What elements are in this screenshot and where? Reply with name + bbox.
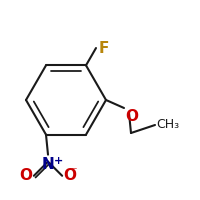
Text: O: O xyxy=(125,109,138,124)
Text: ⁻: ⁻ xyxy=(70,166,76,179)
Text: O: O xyxy=(19,168,32,183)
Text: CH₃: CH₃ xyxy=(157,118,180,132)
Text: O: O xyxy=(63,168,76,183)
Text: N: N xyxy=(42,157,54,172)
Text: +: + xyxy=(54,156,63,166)
Text: F: F xyxy=(98,41,109,56)
